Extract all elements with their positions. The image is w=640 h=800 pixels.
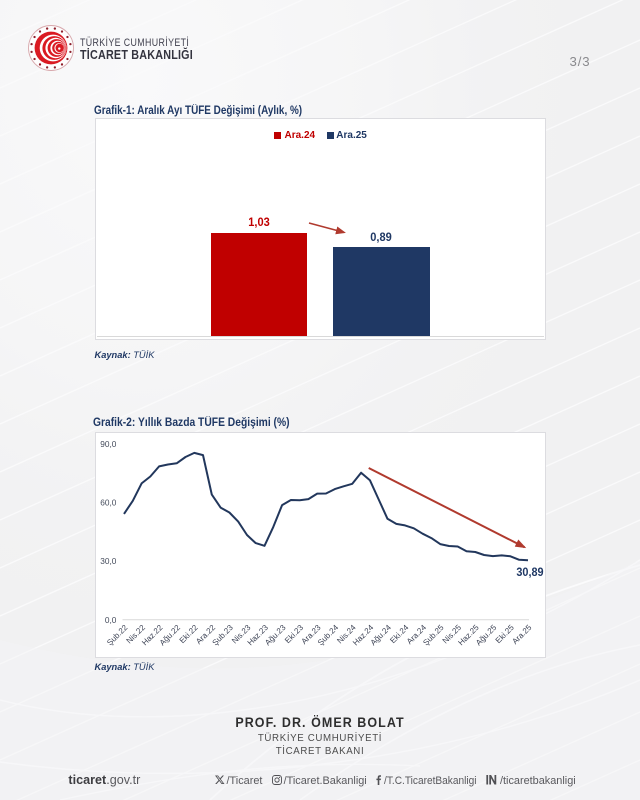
svg-text:30,89: 30,89	[516, 565, 543, 579]
svg-text:Şub.22: Şub.22	[105, 623, 130, 648]
svg-text:Şub.24: Şub.24	[316, 623, 341, 648]
svg-text:Ağu.22: Ağu.22	[158, 623, 183, 648]
svg-text:0,0: 0,0	[105, 615, 117, 625]
svg-text:Ağu.24: Ağu.24	[369, 623, 394, 648]
svg-text:Ağu.23: Ağu.23	[263, 623, 288, 648]
svg-text:60,0: 60,0	[100, 497, 117, 507]
svg-text:Şub.23: Şub.23	[211, 623, 236, 648]
svg-text:30,0: 30,0	[100, 556, 117, 566]
svg-text:Ağu.25: Ağu.25	[474, 623, 499, 648]
svg-text:Ara.25: Ara.25	[510, 623, 533, 646]
svg-text:Şub.25: Şub.25	[421, 623, 446, 648]
svg-text:90,0: 90,0	[100, 439, 117, 449]
